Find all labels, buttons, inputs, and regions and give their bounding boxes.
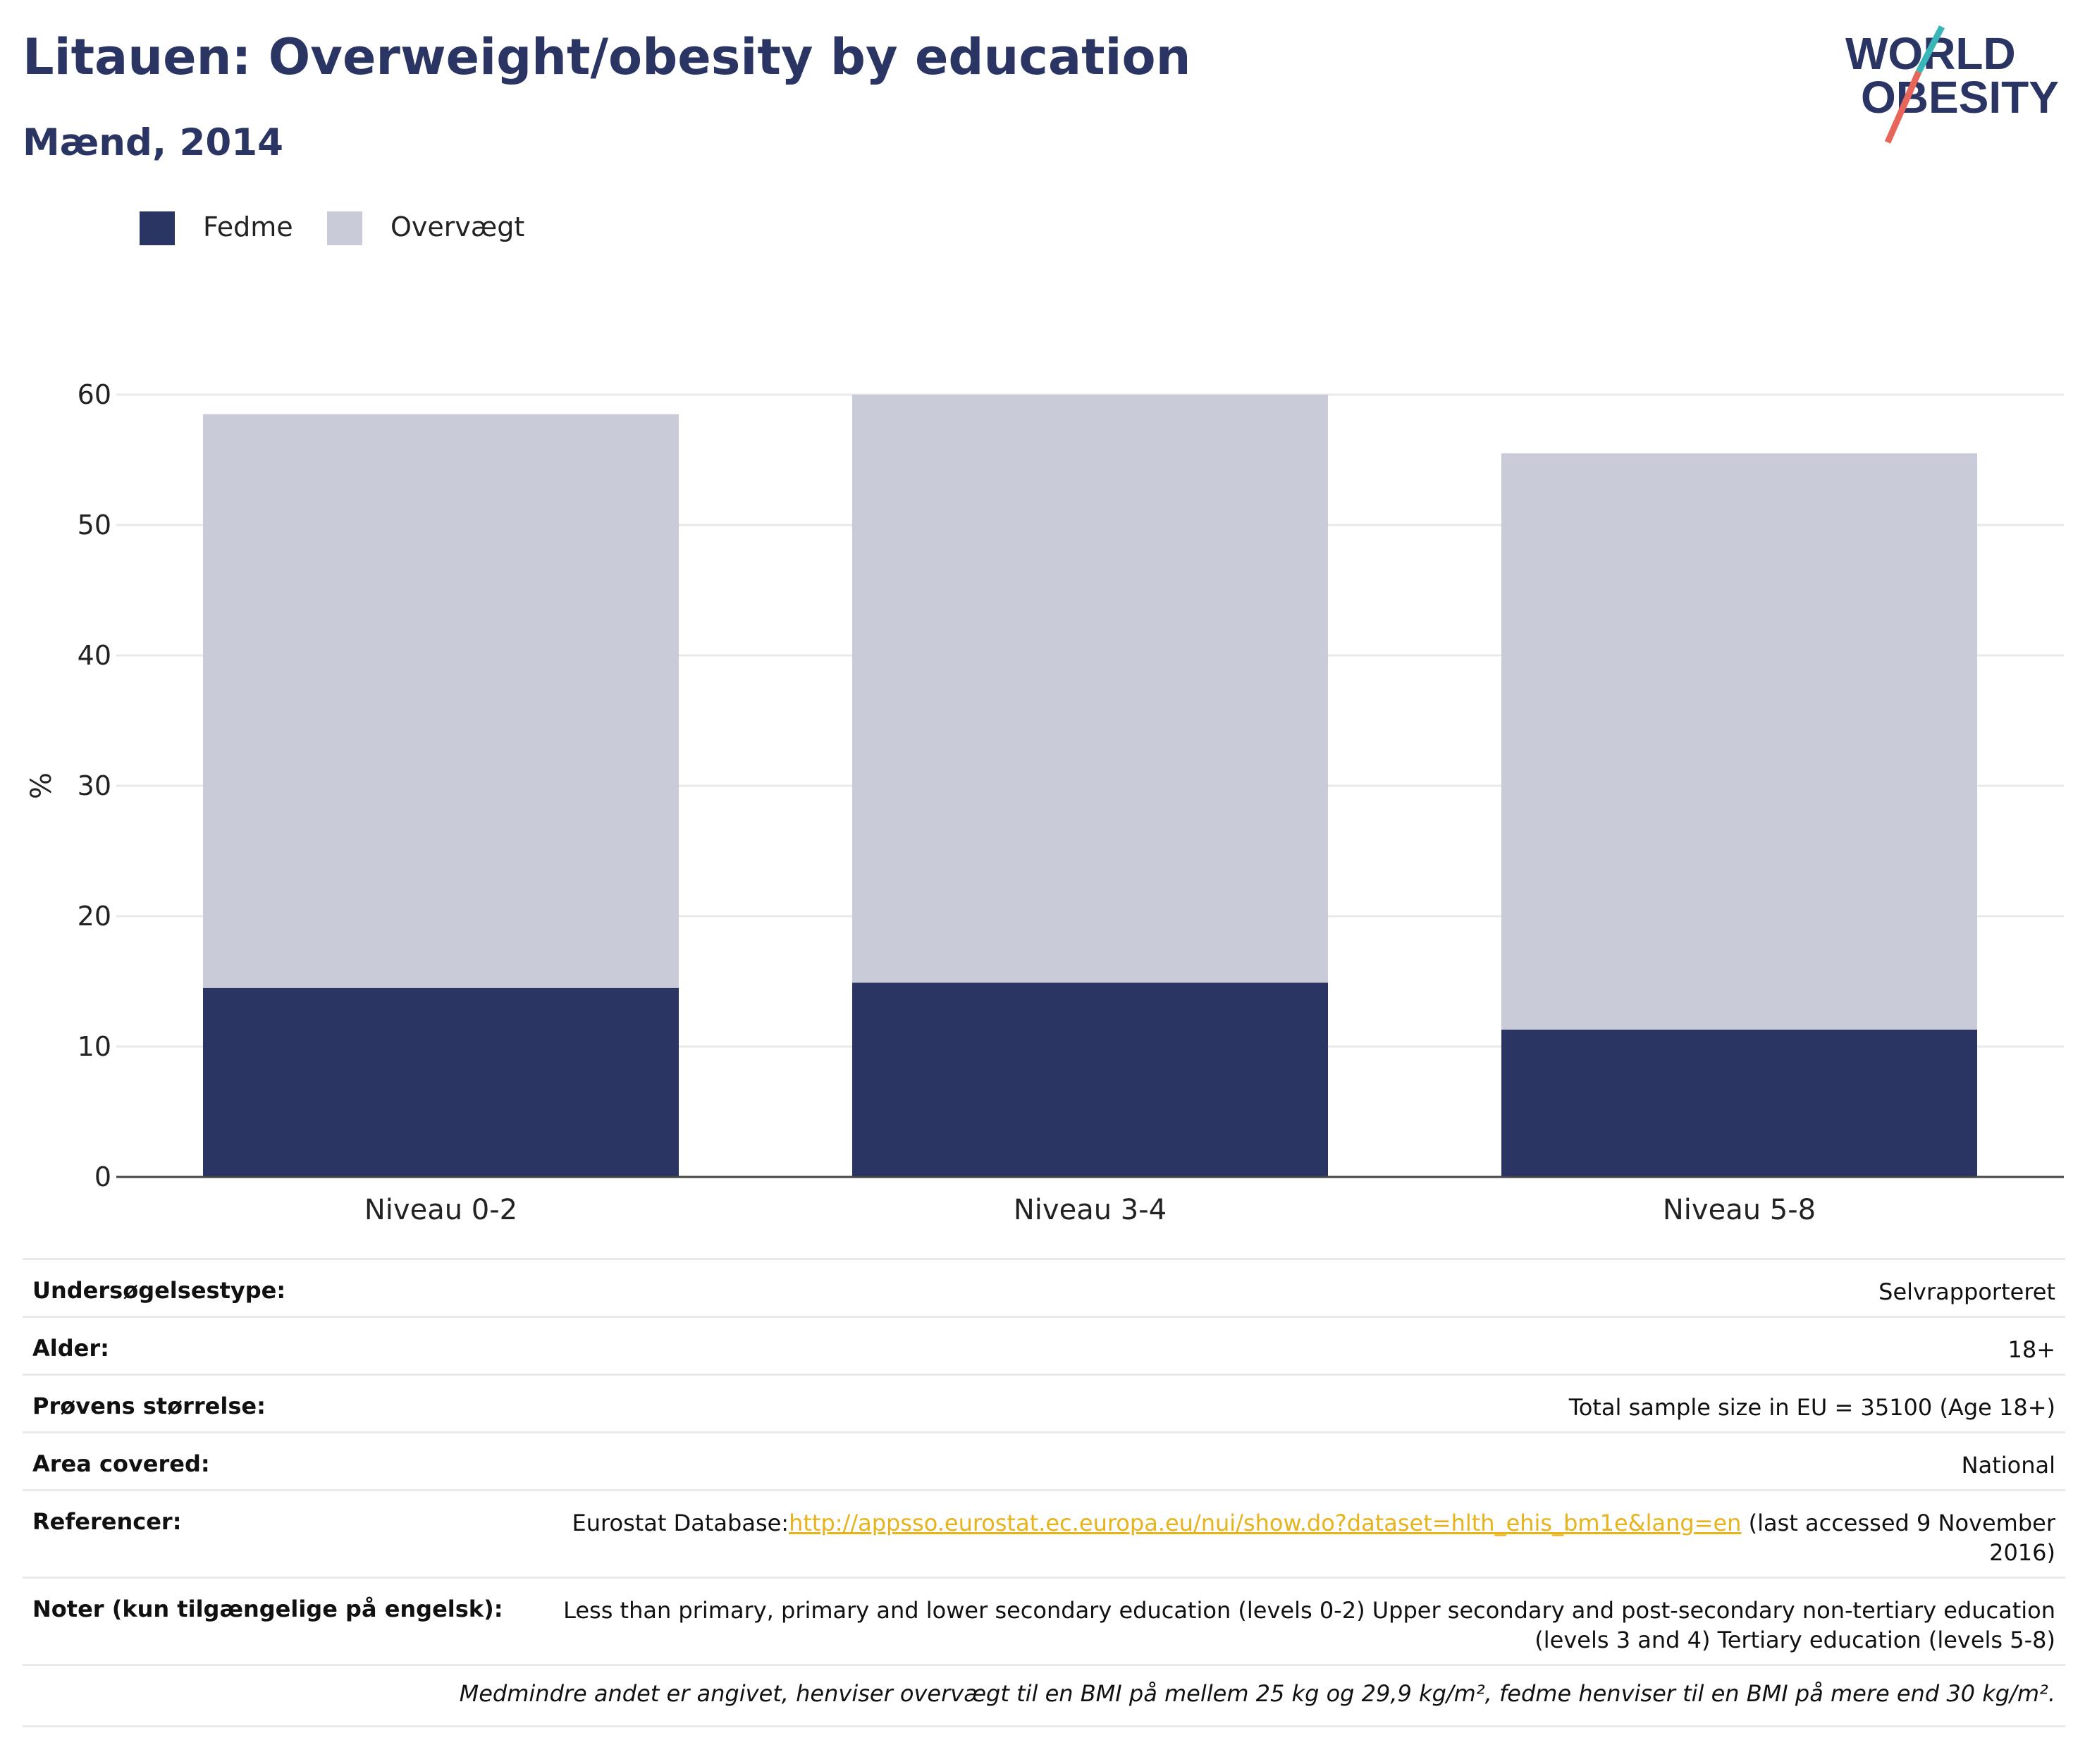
y-tick-label: 60 (78, 379, 111, 410)
bar-overvægt-2[interactable] (852, 395, 1328, 983)
area-label: Area covered: (32, 1450, 210, 1477)
info-row-survey-type: Undersøgelsestype: Selvrapporteret (23, 1258, 2065, 1316)
legend-swatch-fedme (140, 211, 175, 245)
world-obesity-logo: WORLD OBESITY (1845, 25, 2059, 144)
info-row-references: Referencer: Eurostat Database:http://app… (23, 1489, 2065, 1577)
y-tick-label: 40 (78, 640, 111, 671)
x-tick-label: Niveau 3-4 (1014, 1194, 1167, 1226)
logo-slash-coral (1884, 70, 1922, 144)
y-tick-label: 50 (78, 510, 111, 541)
bar-overvægt-1[interactable] (203, 414, 679, 988)
bar-overvægt-3[interactable] (1501, 453, 1977, 1030)
y-tick-label: 20 (78, 901, 111, 932)
info-row-area: Area covered: National (23, 1431, 2065, 1489)
legend-swatch-overvaegt (327, 211, 362, 245)
age-value: 18+ (2007, 1336, 2055, 1363)
sample-size-value: Total sample size in EU = 35100 (Age 18+… (1568, 1394, 2055, 1421)
logo-slash-teal (1916, 25, 1945, 74)
area-value: National (1961, 1452, 2055, 1479)
x-tick-label: Niveau 0-2 (364, 1194, 517, 1226)
bar-chart: 0 10 20 30 40 50 60% Niveau 0-2 Niveau 3-4 Niveau… (25, 379, 2064, 1226)
eurostat-link[interactable]: http://appsso.eurostat.ec.europa.eu/nui/… (789, 1510, 1742, 1536)
chart-subtitle: Mænd, 2014 (23, 121, 284, 164)
references-value: Eurostat Database:http://appsso.eurostat… (505, 1508, 2055, 1577)
legend-label-overvaegt: Overvægt (390, 211, 525, 242)
info-row-sample-size: Prøvens størrelse: Total sample size in … (23, 1374, 2065, 1431)
age-label: Alder: (32, 1335, 109, 1362)
references-label: Referencer: (32, 1508, 182, 1535)
survey-type-value: Selvrapporteret (1878, 1278, 2055, 1305)
sample-size-label: Prøvens størrelse: (32, 1393, 266, 1419)
y-tick-label: 10 (78, 1031, 111, 1062)
legend-label-fedme: Fedme (203, 211, 293, 242)
logo-text-obesity: OBESITY (1861, 72, 2059, 123)
info-table: Undersøgelsestype: Selvrapporteret Alder… (23, 1258, 2065, 1727)
survey-type-label: Undersøgelsestype: (32, 1277, 286, 1304)
bar-fedme-1[interactable] (203, 987, 679, 1177)
x-tick-label: Niveau 5-8 (1663, 1194, 1816, 1226)
bar-fedme-2[interactable] (852, 982, 1328, 1177)
bmi-footnote: Medmindre andet er angivet, henviser ove… (23, 1664, 2065, 1727)
notes-value: Less than primary, primary and lower sec… (563, 1597, 2055, 1653)
notes-label: Noter (kun tilgængelige på engelsk): (32, 1596, 503, 1622)
chart-title: Litauen: Overweight/obesity by education (23, 28, 1191, 86)
info-row-notes: Noter (kun tilgængelige på engelsk): Les… (23, 1577, 2065, 1664)
references-prefix: Eurostat Database: (572, 1510, 789, 1536)
y-tick-label: 30 (78, 770, 111, 801)
references-suffix: (last accessed 9 November 2016) (1741, 1510, 2055, 1566)
info-row-age: Alder: 18+ (23, 1316, 2065, 1374)
bar-fedme-3[interactable] (1501, 1029, 1977, 1177)
y-tick-label: 0 (94, 1161, 111, 1192)
y-axis-label: % (25, 772, 58, 799)
